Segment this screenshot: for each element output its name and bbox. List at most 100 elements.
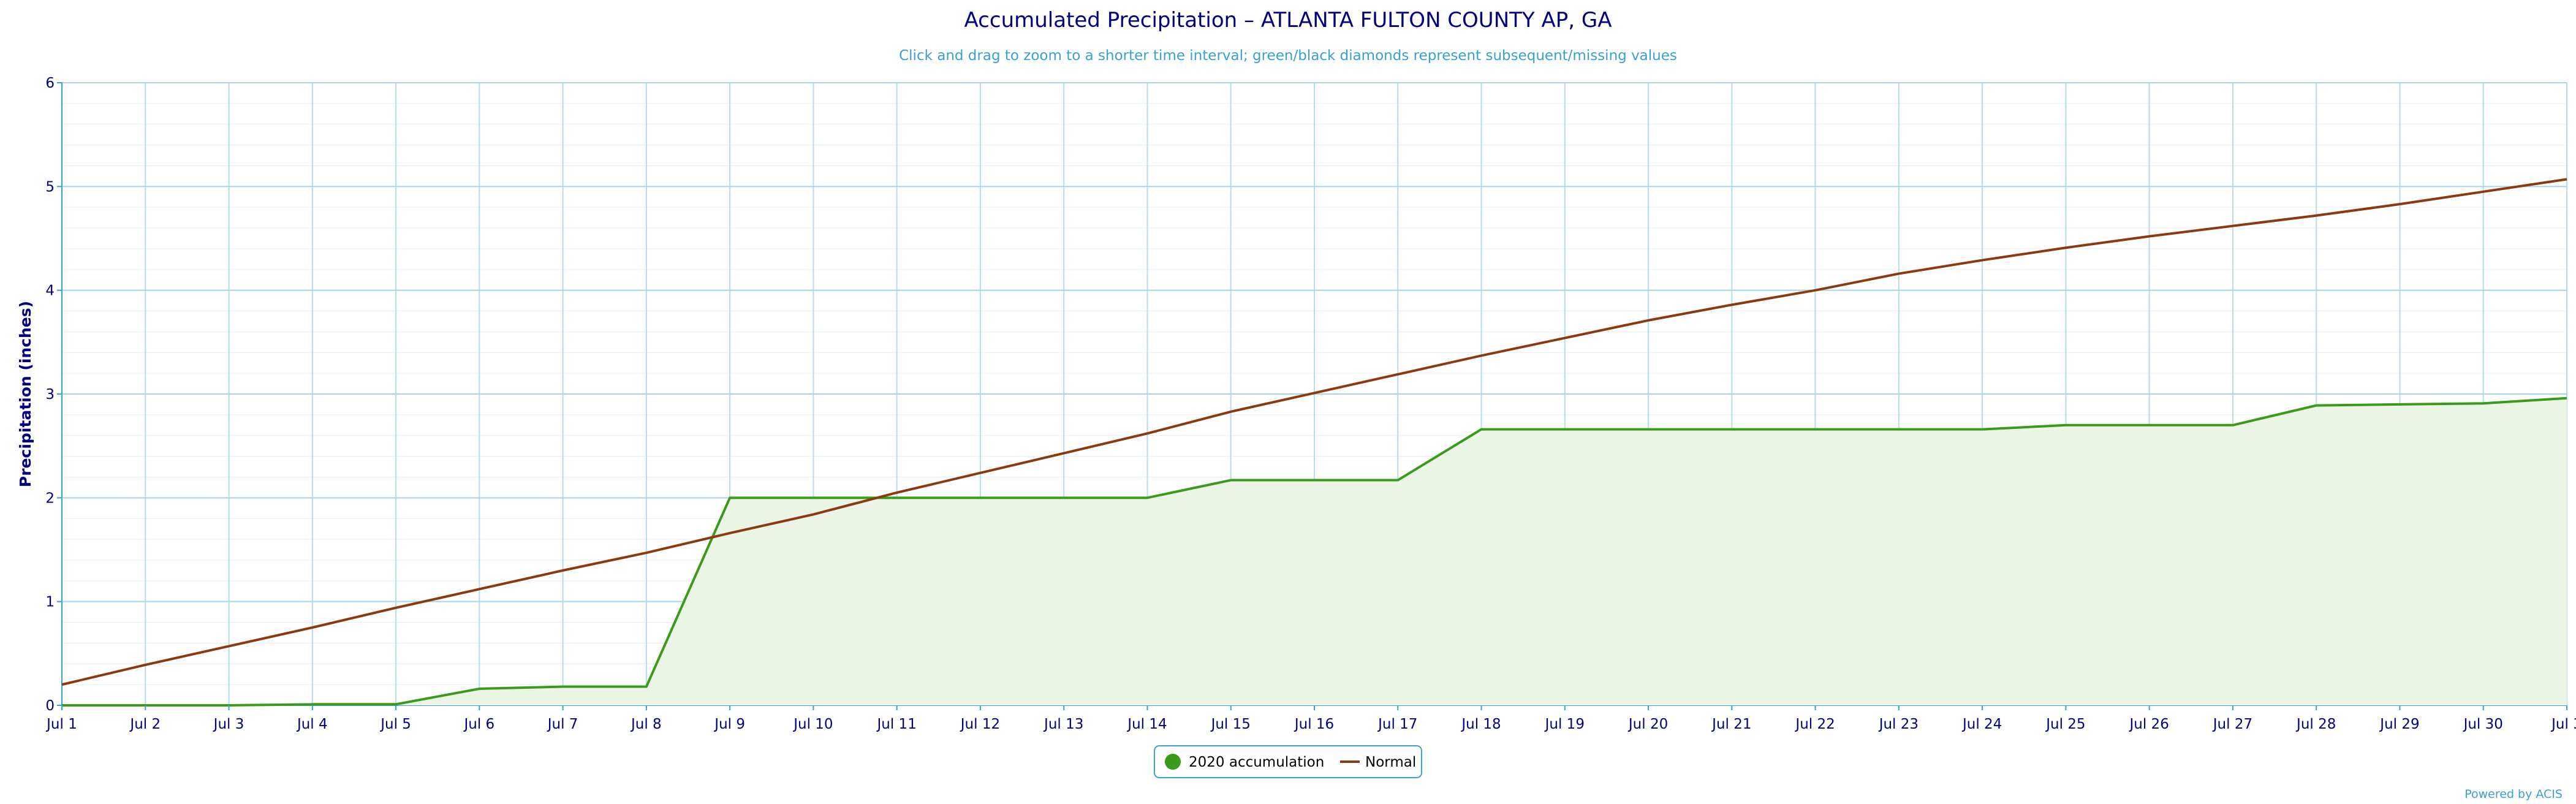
- x-tick-label: Jul 28: [2295, 716, 2336, 732]
- legend-box: [1154, 745, 1422, 778]
- x-tick-label: Jul 27: [2212, 716, 2252, 732]
- x-tick-label: Jul 7: [547, 716, 578, 732]
- series-line-accumulation[interactable]: [62, 396, 2567, 707]
- x-tick-label: Jul 2: [129, 716, 161, 732]
- data-point-normal[interactable]: [2480, 188, 2487, 195]
- chart-title: Accumulated Precipitation – ATLANTA FULT…: [964, 8, 1612, 32]
- data-point-accumulation[interactable]: [2313, 402, 2320, 409]
- data-point-normal[interactable]: [1728, 301, 1735, 308]
- x-tick-label: Jul 19: [1544, 716, 1585, 732]
- data-point-accumulation[interactable]: [559, 683, 567, 691]
- data-point-accumulation[interactable]: [1728, 426, 1735, 433]
- data-point-normal[interactable]: [977, 469, 984, 477]
- data-point-accumulation[interactable]: [726, 494, 733, 501]
- data-point-accumulation[interactable]: [2563, 395, 2570, 402]
- data-point-accumulation[interactable]: [1812, 426, 1819, 433]
- data-point-accumulation[interactable]: [2062, 422, 2069, 429]
- data-point-accumulation[interactable]: [1311, 477, 1318, 484]
- data-point-normal[interactable]: [809, 510, 817, 518]
- data-point-normal[interactable]: [1561, 335, 1569, 342]
- credit-text[interactable]: Powered by ACIS: [2464, 787, 2563, 801]
- data-point-normal[interactable]: [392, 604, 400, 612]
- data-point-normal[interactable]: [2229, 222, 2237, 230]
- x-tick-label: Jul 29: [2379, 716, 2419, 732]
- x-tick-label: Jul 12: [960, 716, 1000, 732]
- x-tick-label: Jul 21: [1711, 716, 1751, 732]
- x-axis-ticks: Jul 1 Jul 2 Jul 3 Jul 4 Jul 5 Jul 6 Jul 7 Jul 8…: [45, 705, 2576, 732]
- y-axis-label: Precipitation (inches): [17, 301, 34, 487]
- data-point-normal[interactable]: [1645, 317, 1652, 324]
- x-tick-label: Jul 11: [876, 716, 917, 732]
- data-point-normal[interactable]: [2313, 212, 2320, 219]
- data-point-normal[interactable]: [726, 529, 733, 537]
- legend-label-accumulation[interactable]: 2020 accumulation: [1189, 754, 1324, 770]
- x-tick-label: Jul 4: [296, 716, 328, 732]
- x-tick-label: Jul 15: [1210, 716, 1251, 732]
- data-point-normal[interactable]: [2062, 244, 2069, 251]
- data-point-accumulation[interactable]: [1895, 426, 1903, 433]
- data-point-normal[interactable]: [559, 567, 567, 574]
- data-point-accumulation[interactable]: [643, 683, 650, 691]
- data-point-accumulation[interactable]: [1060, 494, 1067, 501]
- y-tick-label: 0: [45, 698, 55, 714]
- data-point-normal[interactable]: [1394, 371, 1401, 378]
- x-tick-label: Jul 26: [2129, 716, 2169, 732]
- y-tick-label: 5: [45, 179, 55, 195]
- data-point-normal[interactable]: [1478, 352, 1485, 359]
- data-point-accumulation[interactable]: [1645, 426, 1652, 433]
- series-lines: [58, 175, 2570, 707]
- legend[interactable]: 2020 accumulation Normal: [1154, 745, 1422, 778]
- data-point-normal[interactable]: [142, 661, 149, 669]
- data-point-normal[interactable]: [643, 549, 650, 556]
- data-point-accumulation[interactable]: [1561, 426, 1569, 433]
- data-point-normal[interactable]: [2563, 175, 2570, 183]
- series-line-normal[interactable]: [61, 178, 2567, 686]
- data-point-accumulation[interactable]: [1478, 426, 1485, 433]
- x-tick-label: Jul 18: [1460, 716, 1501, 732]
- data-point-normal[interactable]: [475, 585, 483, 593]
- data-point-accumulation[interactable]: [1979, 426, 1986, 433]
- data-point-accumulation[interactable]: [2146, 422, 2153, 429]
- y-tick-label: 2: [45, 490, 55, 506]
- data-point-normal[interactable]: [893, 489, 901, 496]
- x-tick-label: Jul 20: [1627, 716, 1668, 732]
- data-point-accumulation[interactable]: [1227, 477, 1235, 484]
- x-tick-label: Jul 9: [713, 716, 745, 732]
- data-point-accumulation[interactable]: [2396, 401, 2403, 408]
- data-point-accumulation[interactable]: [475, 685, 483, 692]
- data-point-normal[interactable]: [2396, 200, 2403, 208]
- accumulation-area-fill: [62, 398, 2567, 705]
- x-tick-label: Jul 5: [379, 716, 411, 732]
- x-tick-label: Jul 13: [1043, 716, 1083, 732]
- data-point-accumulation[interactable]: [1394, 477, 1401, 484]
- data-point-accumulation[interactable]: [1143, 494, 1151, 501]
- data-point-normal[interactable]: [1979, 257, 1986, 264]
- data-point-normal[interactable]: [1812, 287, 1819, 294]
- x-tick-label: Jul 17: [1377, 716, 1417, 732]
- data-point-normal[interactable]: [1227, 408, 1235, 415]
- data-point-normal[interactable]: [58, 681, 66, 688]
- x-tick-label: Jul 8: [630, 716, 662, 732]
- data-point-normal[interactable]: [1060, 450, 1067, 457]
- data-point-accumulation[interactable]: [2480, 400, 2487, 407]
- x-tick-label: Jul 16: [1294, 716, 1334, 732]
- legend-marker-accumulation[interactable]: [1165, 754, 1181, 770]
- y-tick-label: 4: [45, 283, 55, 299]
- data-point-normal[interactable]: [225, 642, 233, 650]
- data-point-accumulation[interactable]: [977, 494, 984, 501]
- data-point-accumulation[interactable]: [809, 494, 817, 501]
- data-point-normal[interactable]: [1143, 430, 1151, 437]
- x-tick-label: Jul 23: [1878, 716, 1919, 732]
- x-tick-label: Jul 25: [2045, 716, 2085, 732]
- x-tick-label: Jul 24: [1961, 716, 2002, 732]
- data-point-normal[interactable]: [1311, 389, 1318, 396]
- accumulation-area: [62, 398, 2567, 705]
- data-point-normal[interactable]: [309, 624, 316, 631]
- x-tick-label: Jul 1: [45, 716, 77, 732]
- data-point-normal[interactable]: [2146, 233, 2153, 240]
- y-tick-label: 6: [45, 75, 55, 91]
- legend-label-normal[interactable]: Normal: [1365, 754, 1416, 770]
- data-point-accumulation[interactable]: [2229, 422, 2237, 429]
- data-point-normal[interactable]: [1895, 270, 1903, 278]
